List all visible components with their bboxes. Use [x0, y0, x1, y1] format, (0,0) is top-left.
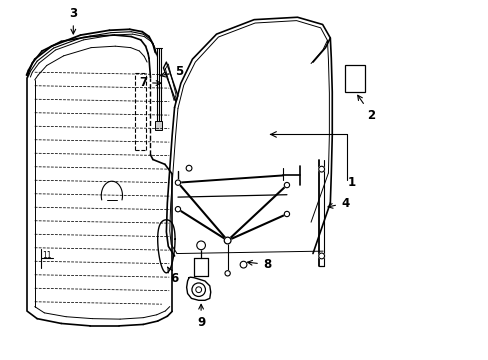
Text: 7: 7: [139, 76, 161, 89]
Text: 3: 3: [69, 7, 77, 34]
Circle shape: [186, 165, 192, 171]
Text: 6: 6: [167, 267, 178, 285]
Circle shape: [175, 180, 180, 185]
Circle shape: [284, 211, 289, 217]
Circle shape: [224, 271, 230, 276]
Bar: [155, 121, 162, 130]
Circle shape: [318, 166, 324, 172]
Text: 8: 8: [247, 258, 270, 271]
Circle shape: [192, 283, 205, 297]
Circle shape: [240, 261, 246, 268]
Circle shape: [224, 237, 230, 244]
Circle shape: [318, 253, 324, 259]
Circle shape: [284, 183, 289, 188]
Text: 2: 2: [357, 95, 375, 122]
Text: 1: 1: [347, 176, 356, 189]
Text: 11: 11: [42, 251, 51, 260]
Text: 5: 5: [161, 65, 183, 78]
Circle shape: [195, 287, 201, 293]
Circle shape: [196, 241, 205, 250]
Circle shape: [175, 207, 180, 212]
Text: 9: 9: [197, 304, 205, 329]
Text: 4: 4: [327, 197, 348, 210]
